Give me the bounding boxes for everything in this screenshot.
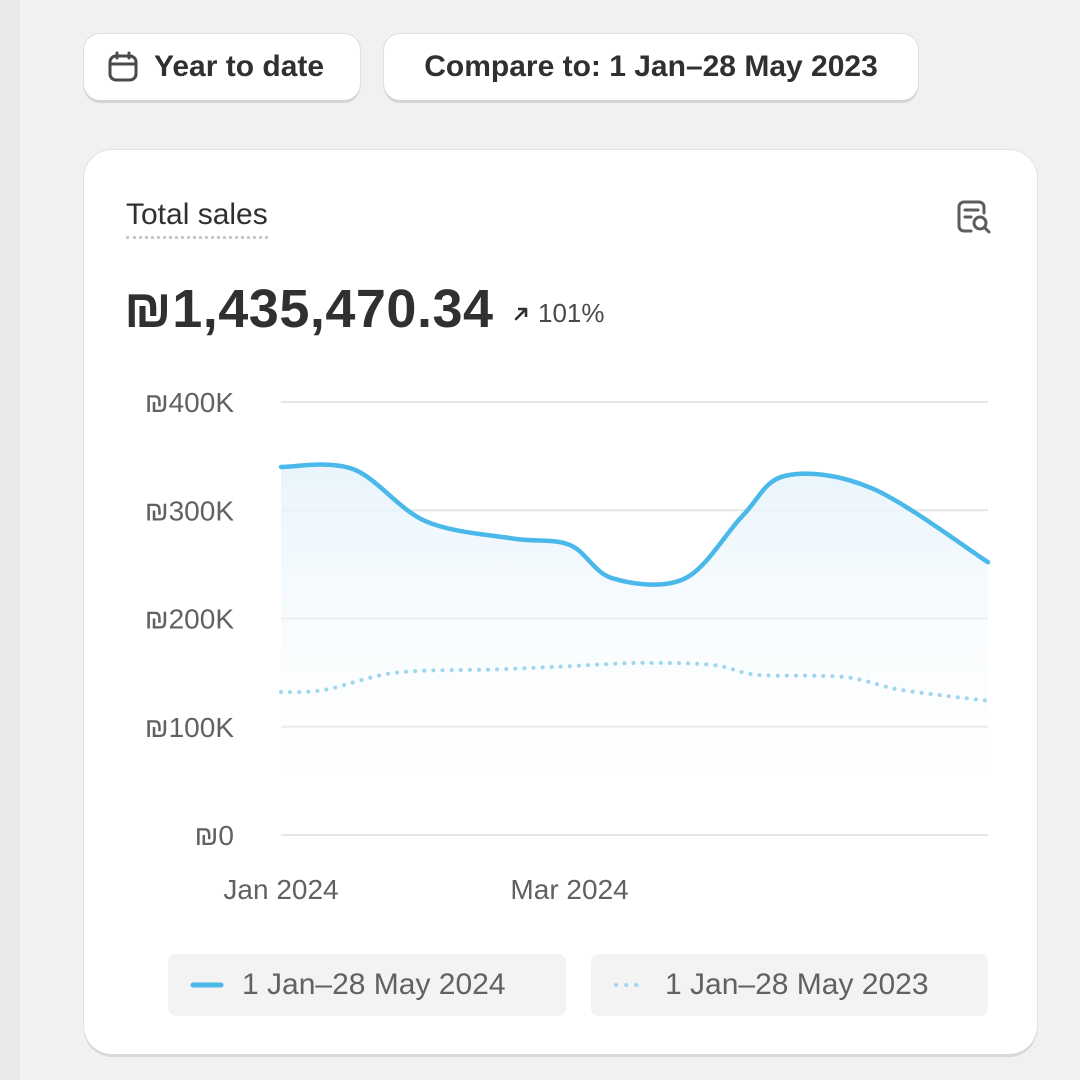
explore-report-icon[interactable] bbox=[955, 198, 993, 236]
series-line-previous bbox=[279, 660, 990, 703]
y-tick-label: ₪200K bbox=[145, 604, 234, 635]
arrow-up-right-icon bbox=[514, 307, 528, 320]
solid-line-swatch bbox=[190, 982, 224, 988]
change-indicator: 101% bbox=[512, 298, 605, 329]
card-title[interactable]: Total sales bbox=[126, 198, 268, 239]
legend-item-previous[interactable]: 1 Jan–28 May 2023 bbox=[591, 954, 988, 1016]
legend-item-current[interactable]: 1 Jan–28 May 2024 bbox=[168, 954, 566, 1016]
sales-chart: ₪400K ₪300K ₪200K ₪100K ₪0 Jan 2024 Mar 2024 bbox=[145, 387, 991, 905]
y-tick-label: ₪300K bbox=[145, 495, 234, 526]
y-tick-label: ₪0 bbox=[195, 820, 234, 851]
x-tick-label: Jan 2024 bbox=[223, 874, 338, 905]
series-line-current bbox=[278, 462, 991, 587]
legend-label-previous: 1 Jan–28 May 2023 bbox=[665, 968, 929, 1001]
sidebar-edge bbox=[0, 0, 20, 1080]
date-range-button[interactable]: Year to date bbox=[84, 34, 360, 100]
y-tick-label: ₪400K bbox=[145, 387, 234, 418]
dotted-line-swatch bbox=[614, 983, 646, 987]
change-percent: 101% bbox=[538, 298, 605, 328]
total-sales-card: ₪400K ₪300K ₪200K ₪100K ₪0 Jan 2024 Mar 2024 … bbox=[84, 150, 1037, 1054]
y-tick-label: ₪100K bbox=[145, 712, 234, 743]
compare-button[interactable]: Compare to: 1 Jan–28 May 2023 bbox=[384, 34, 918, 100]
calendar-icon bbox=[106, 50, 140, 84]
compare-label: Compare to: 1 Jan–28 May 2023 bbox=[424, 50, 878, 83]
series-area-current bbox=[281, 464, 988, 835]
date-range-label: Year to date bbox=[154, 50, 325, 83]
total-sales-value: ₪1,435,470.34 bbox=[124, 279, 494, 339]
x-tick-label: Mar 2024 bbox=[510, 874, 628, 905]
legend-label-current: 1 Jan–28 May 2024 bbox=[242, 968, 506, 1001]
